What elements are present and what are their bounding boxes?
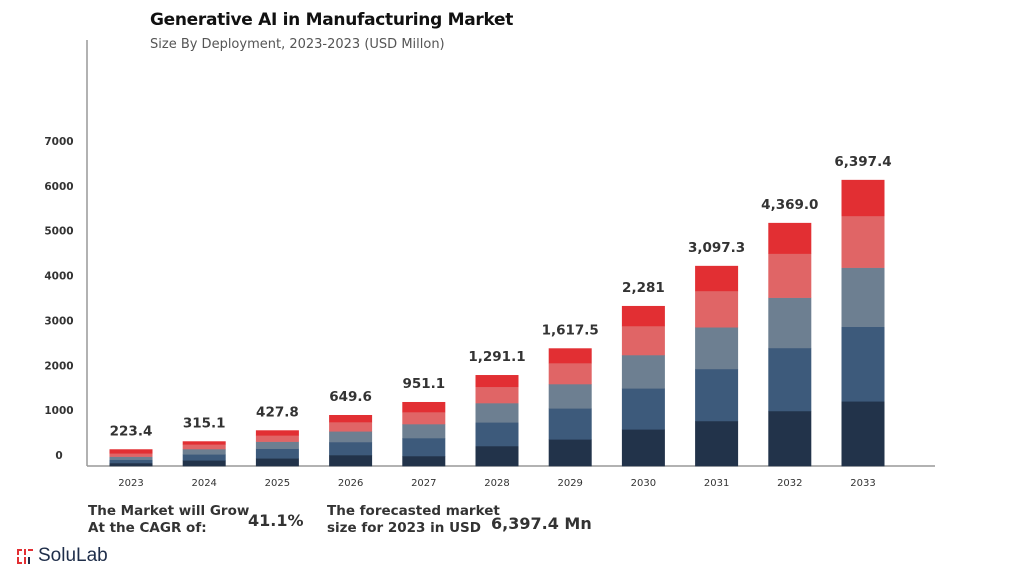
data-label: 315.1 — [183, 415, 226, 431]
data-label: 223.4 — [110, 423, 153, 439]
bar-segment-2026-2 — [329, 431, 373, 443]
bar-segment-2028-0 — [475, 445, 519, 467]
bar-segment-2023-3 — [109, 453, 153, 457]
bar-segment-2028-1 — [475, 422, 519, 447]
x-tick-label: 2029 — [557, 478, 582, 489]
chart-subtitle: Size By Deployment, 2023-2023 (USD Millo… — [150, 37, 445, 52]
bar-segment-2027-2 — [402, 424, 446, 439]
bar-segment-2030-3 — [621, 325, 665, 356]
bar-segment-2031-0 — [695, 420, 739, 467]
bar-segment-2032-3 — [768, 253, 812, 298]
x-tick-label: 2023 — [118, 478, 143, 489]
bar-segment-2033-2 — [841, 267, 885, 327]
x-tick-label: 2031 — [704, 478, 729, 489]
y-tick-label: 4000 — [44, 271, 73, 283]
y-tick-label: 0 — [55, 450, 62, 462]
x-tick-label: 2026 — [338, 478, 363, 489]
x-tick-label: 2028 — [484, 478, 509, 489]
bar-segment-2023-4 — [109, 449, 153, 454]
data-label: 427.8 — [256, 404, 299, 420]
solulab-logo: SoluLab — [16, 545, 108, 567]
bar-segment-2030-2 — [621, 354, 665, 389]
y-tick-label: 7000 — [44, 136, 73, 148]
data-label: 1,617.5 — [542, 322, 599, 338]
bar-segment-2033-3 — [841, 215, 885, 268]
bar-segment-2028-2 — [475, 403, 519, 423]
y-tick-label: 1000 — [44, 405, 73, 417]
bar-segment-2031-2 — [695, 327, 739, 370]
bar-segment-2032-2 — [768, 297, 812, 349]
bar-segment-2029-3 — [548, 363, 592, 385]
cagr-value: 41.1% — [248, 511, 304, 530]
bar-segment-2027-1 — [402, 438, 446, 457]
y-tick-label: 3000 — [44, 315, 73, 327]
bar-segment-2025-4 — [255, 430, 299, 436]
brand-name: SoluLab — [38, 545, 108, 566]
forecast-label: The forecasted market size for 2023 in U… — [327, 503, 500, 537]
bar-segment-2027-4 — [402, 401, 446, 413]
x-tick-label: 2030 — [631, 478, 656, 489]
bar-segment-2032-0 — [768, 410, 812, 467]
bar-segment-2030-0 — [621, 429, 665, 467]
bar-segment-2033-4 — [841, 179, 885, 217]
bar-segment-2026-1 — [329, 442, 373, 456]
bar-segment-2029-0 — [548, 439, 592, 467]
bar-segment-2030-1 — [621, 388, 665, 430]
x-tick-label: 2033 — [850, 478, 875, 489]
bar-segment-2024-1 — [182, 454, 226, 461]
x-tick-label: 2032 — [777, 478, 802, 489]
bar-segment-2033-1 — [841, 326, 885, 402]
bar-segment-2028-3 — [475, 386, 519, 404]
data-label: 2,281 — [622, 280, 665, 296]
bar-segment-2025-0 — [255, 458, 299, 467]
bar-segment-2026-4 — [329, 414, 373, 423]
bar-segment-2029-4 — [548, 348, 592, 364]
bar-segment-2029-2 — [548, 384, 592, 409]
y-tick-label: 2000 — [44, 360, 73, 372]
bar-segment-2032-4 — [768, 222, 812, 254]
bar-segment-2032-1 — [768, 347, 812, 412]
forecast-label-line2: size for 2023 in USD — [327, 520, 481, 536]
bar-segment-2026-3 — [329, 421, 373, 432]
x-tick-label: 2025 — [265, 478, 290, 489]
bar-segment-2031-3 — [695, 290, 739, 328]
bar-segment-2027-3 — [402, 411, 446, 425]
bar-segment-2024-0 — [182, 460, 226, 467]
cagr-label-line2: At the CAGR of: — [88, 520, 207, 536]
bar-segment-2025-2 — [255, 441, 299, 449]
bar-segment-2025-3 — [255, 435, 299, 442]
bar-segment-2023-0 — [109, 462, 153, 467]
chart-title: Generative AI in Manufacturing Market — [150, 10, 514, 30]
forecast-label-line1: The forecasted market — [327, 503, 500, 519]
bar-segment-2025-1 — [255, 448, 299, 459]
data-label: 6,397.4 — [834, 154, 891, 170]
forecast-value: 6,397.4 Mn — [491, 514, 592, 533]
solulab-logo-icon — [17, 549, 33, 564]
data-label: 951.1 — [402, 376, 445, 392]
bar-segment-2029-1 — [548, 408, 592, 440]
bar-segment-2027-0 — [402, 455, 446, 467]
cagr-label: The Market will Grow At the CAGR of: — [88, 503, 249, 537]
bar-segment-2024-4 — [182, 441, 226, 445]
bar-segment-2024-2 — [182, 448, 226, 455]
x-tick-label: 2024 — [191, 478, 216, 489]
bar-segment-2031-4 — [695, 265, 739, 292]
data-label: 4,369.0 — [761, 197, 818, 213]
bar-segment-2023-2 — [109, 456, 153, 460]
data-label: 1,291.1 — [468, 349, 525, 365]
bar-segment-2030-4 — [621, 305, 665, 327]
data-label: 3,097.3 — [688, 240, 745, 256]
bar-segment-2026-0 — [329, 455, 373, 467]
y-tick-label: 5000 — [44, 226, 73, 238]
bar-segment-2024-3 — [182, 444, 226, 450]
cagr-label-line1: The Market will Grow — [88, 503, 250, 519]
x-tick-label: 2027 — [411, 478, 436, 489]
bar-segment-2031-1 — [695, 368, 739, 422]
bar-segment-2023-1 — [109, 459, 153, 464]
bar-segment-2033-0 — [841, 401, 885, 467]
bar-segment-2028-4 — [475, 375, 519, 388]
y-tick-label: 6000 — [44, 181, 73, 193]
data-label: 649.6 — [329, 389, 372, 405]
